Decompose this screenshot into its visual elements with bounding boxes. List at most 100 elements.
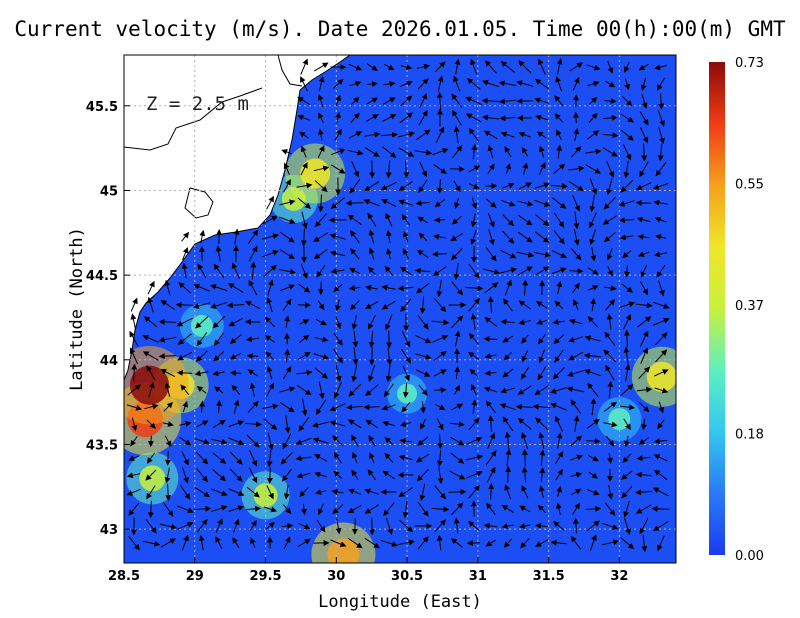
velocity-arrow [587, 489, 600, 496]
velocity-arrow [521, 448, 528, 467]
velocity-arrow [281, 468, 292, 482]
velocity-arrow [535, 522, 548, 529]
velocity-arrow [436, 179, 443, 194]
velocity-arrow [283, 504, 292, 515]
velocity-arrow [481, 97, 500, 104]
velocity-arrow [470, 213, 477, 228]
velocity-arrow [619, 301, 636, 308]
velocity-arrow [587, 316, 599, 328]
velocity-arrow [619, 404, 636, 411]
velocity-arrow [314, 180, 328, 193]
velocity-arrow [351, 161, 360, 178]
velocity-arrow [313, 62, 329, 72]
velocity-arrow [415, 353, 432, 360]
velocity-arrow [367, 212, 377, 227]
velocity-arrow [654, 387, 669, 394]
velocity-arrow [363, 404, 380, 411]
velocity-arrow [484, 282, 499, 294]
velocity-arrow [335, 315, 342, 330]
velocity-arrow [369, 452, 375, 463]
velocity-arrow [331, 488, 344, 495]
velocity-arrow [569, 454, 584, 461]
velocity-arrow [248, 279, 258, 296]
velocity-arrow [380, 131, 399, 138]
velocity-arrow [584, 335, 601, 342]
velocity-arrow [385, 314, 393, 331]
x-tick-label: 30 [327, 569, 345, 584]
velocity-arrow [517, 385, 532, 395]
velocity-arrow [451, 93, 463, 109]
velocity-arrow [281, 149, 292, 155]
velocity-arrow [367, 266, 376, 276]
velocity-arrow [454, 197, 460, 209]
velocity-arrow [163, 401, 173, 412]
velocity-arrow [261, 233, 280, 240]
velocity-arrow [351, 469, 359, 480]
velocity-arrow [503, 351, 513, 361]
velocity-arrow [318, 381, 325, 400]
velocity-arrow [534, 78, 549, 90]
velocity-arrow [348, 285, 361, 292]
velocity-arrow [657, 535, 665, 552]
velocity-arrow [350, 112, 360, 123]
velocity-arrow [488, 483, 495, 500]
velocity-arrow [299, 319, 310, 325]
velocity-arrow [499, 403, 516, 411]
velocity-arrow [505, 163, 511, 175]
velocity-arrow [349, 80, 362, 87]
velocity-arrow [434, 386, 447, 393]
velocity-arrow [556, 280, 563, 295]
velocity-arrow [334, 128, 342, 141]
velocity-arrow [522, 162, 529, 175]
velocity-arrow [635, 471, 652, 478]
velocity-arrow [451, 281, 463, 296]
velocity-arrow [502, 230, 515, 244]
velocity-arrow [486, 466, 496, 483]
velocity-arrow [146, 365, 156, 381]
velocity-arrow [380, 181, 397, 191]
velocity-arrow [247, 369, 259, 377]
velocity-arrow [316, 264, 326, 278]
velocity-arrow [538, 349, 545, 364]
velocity-arrow [284, 415, 291, 434]
velocity-arrow [437, 466, 444, 485]
velocity-arrow [451, 403, 464, 411]
velocity-arrow [636, 216, 651, 223]
velocity-arrow [160, 368, 176, 378]
velocity-arrow [246, 434, 260, 448]
velocity-arrow [465, 285, 484, 292]
velocity-arrow [366, 81, 379, 87]
velocity-arrow [517, 417, 532, 430]
velocity-arrow [534, 182, 551, 189]
velocity-arrow [652, 487, 669, 497]
velocity-arrow [228, 505, 245, 512]
velocity-arrow [266, 382, 274, 397]
velocity-arrow [501, 199, 516, 207]
velocity-arrow [229, 370, 242, 376]
velocity-arrow [417, 216, 429, 224]
velocity-arrow [195, 350, 208, 362]
velocity-arrow [468, 165, 481, 173]
velocity-arrow [619, 234, 634, 241]
velocity-arrow [261, 249, 279, 258]
velocity-arrow [382, 114, 397, 122]
velocity-arrow [330, 268, 345, 275]
velocity-arrow [487, 296, 494, 313]
velocity-arrow [655, 349, 668, 363]
velocity-arrow [502, 335, 514, 343]
velocity-arrow [333, 451, 342, 464]
velocity-arrow [556, 432, 563, 449]
velocity-arrow [553, 230, 565, 245]
velocity-arrow [585, 505, 602, 512]
velocity-arrow [623, 313, 632, 330]
y-axis: 43 43.5 44 44.5 45 45.5 [86, 100, 130, 538]
velocity-arrow [587, 454, 599, 462]
velocity-arrow [131, 417, 138, 432]
velocity-arrow [654, 64, 667, 71]
velocity-arrow [556, 486, 562, 498]
velocity-arrow [193, 283, 210, 292]
velocity-arrow [385, 517, 393, 536]
velocity-arrow [533, 251, 552, 258]
velocity-arrow [314, 367, 328, 379]
